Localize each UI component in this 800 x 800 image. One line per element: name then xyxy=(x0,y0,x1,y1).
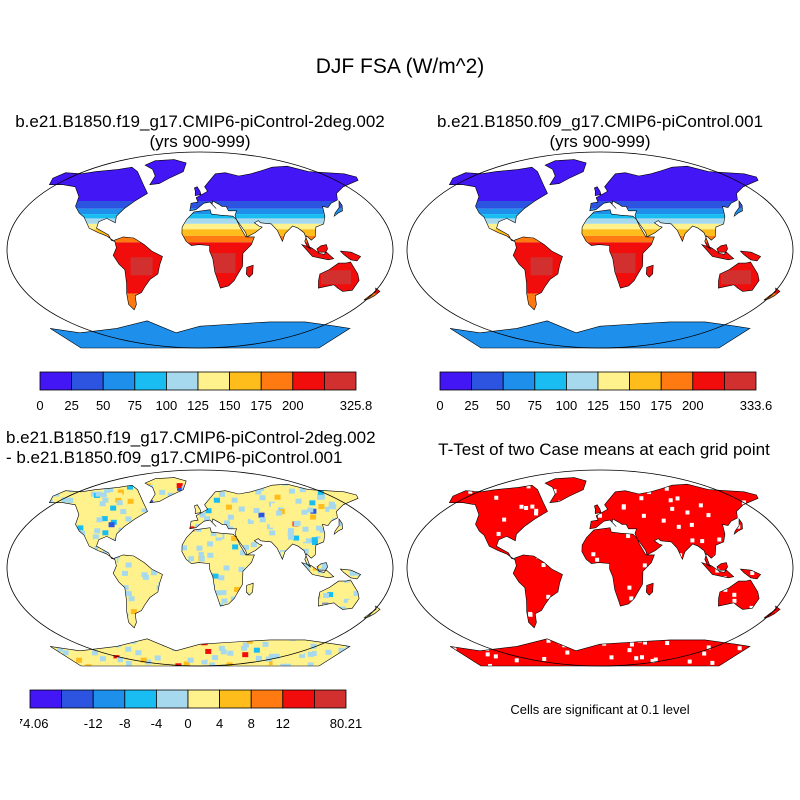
map-case1 xyxy=(6,151,394,349)
colorbar-tick-label: 125 xyxy=(187,398,209,413)
colorbar-tick-label: -8 xyxy=(119,716,131,731)
panel-title-difference-line2: - b.e21.B1850.f09_g17.CMIP6-piControl.00… xyxy=(6,448,343,467)
colorbar-swatch xyxy=(39,371,73,391)
colorbar-tick-label: 325.8 xyxy=(340,398,373,413)
panel-title-case1-line1: b.e21.B1850.f19_g17.CMIP6-piControl-2deg… xyxy=(15,112,385,131)
colorbar-tick-label: 25 xyxy=(464,398,478,413)
panel-title-case1: b.e21.B1850.f19_g17.CMIP6-piControl-2deg… xyxy=(0,112,400,152)
colorbar-tick-label: 100 xyxy=(156,398,178,413)
colorbar-tick-label: 200 xyxy=(682,398,704,413)
colorbar-swatch xyxy=(565,371,599,391)
panel-title-difference-line1: b.e21.B1850.f19_g17.CMIP6-piControl-2deg… xyxy=(6,428,376,447)
colorbar-tick-label: 125 xyxy=(587,398,609,413)
colorbar-tick-label: 80.21 xyxy=(330,716,363,731)
colorbar-tick-label: 0 xyxy=(184,716,191,731)
significance-note: Cells are significant at 0.1 level xyxy=(510,702,690,717)
colorbar-swatch xyxy=(197,371,231,391)
panel-title-case2-line1: b.e21.B1850.f09_g17.CMIP6-piControl.001 xyxy=(436,112,764,131)
colorbar-swatch xyxy=(61,689,94,709)
colorbar-swatch xyxy=(260,371,294,391)
colorbar-swatch xyxy=(629,371,662,391)
colorbar-swatch xyxy=(165,371,199,391)
colorbar-swatch xyxy=(187,689,221,709)
colorbar-swatch xyxy=(534,371,567,391)
colorbar-swatch xyxy=(134,371,167,391)
colorbar-tick-label: 75 xyxy=(528,398,542,413)
colorbar-tick-label: -4 xyxy=(151,716,163,731)
page-title: DJF FSA (W/m^2) xyxy=(315,55,485,78)
colorbar-swatch xyxy=(439,371,473,391)
colorbar-swatch xyxy=(71,371,104,391)
colorbar-tick-label: 333.6 xyxy=(740,398,773,413)
colorbar-case1: 0 25 50 75 100 125 150 175 200 325.8 xyxy=(36,371,373,413)
colorbar-case2: 0 25 50 75 100 125 150 175 200 333.6 xyxy=(436,371,773,413)
panel-title-ttest-line1: T-Test of two Case means at each grid po… xyxy=(438,440,770,459)
panel-title-difference: b.e21.B1850.f19_g17.CMIP6-piControl-2deg… xyxy=(6,428,400,468)
colorbar-tick-label: 150 xyxy=(219,398,241,413)
colorbar-tick-label: 0 xyxy=(36,398,43,413)
colorbar-swatch xyxy=(250,689,284,709)
colorbar-swatch xyxy=(124,689,157,709)
colorbar-swatch xyxy=(155,689,189,709)
colorbar-tick-label: 4 xyxy=(216,716,223,731)
panel-title-case1-line2: (yrs 900-999) xyxy=(149,132,251,151)
colorbar-tick-label: 0 xyxy=(436,398,443,413)
panel-title-case2-line2: (yrs 900-999) xyxy=(549,132,651,151)
colorbar-tick-label: 8 xyxy=(248,716,255,731)
colorbar-tick-label: 150 xyxy=(619,398,641,413)
panel-title-ttest: T-Test of two Case means at each grid po… xyxy=(408,440,800,460)
colorbar-tick-label: 25 xyxy=(64,398,78,413)
map-case2 xyxy=(406,151,794,349)
colorbar-tick-label: -12 xyxy=(84,716,103,731)
colorbar-swatch xyxy=(102,371,136,391)
panel-title-case2: b.e21.B1850.f09_g17.CMIP6-piControl.001 … xyxy=(400,112,800,152)
map-field xyxy=(49,477,381,666)
colorbar-swatch xyxy=(282,689,315,709)
map-ttest xyxy=(406,469,794,667)
colorbar-tick-label: -74.06 xyxy=(20,716,48,731)
colorbar-swatch xyxy=(502,371,536,391)
colorbar-swatch xyxy=(229,371,262,391)
colorbar-swatch xyxy=(692,371,725,391)
colorbar-difference: -74.06 -12 -8 -4 0 4 8 12 80.21 xyxy=(20,689,363,731)
colorbar-swatch xyxy=(313,689,347,709)
colorbar-swatch xyxy=(471,371,504,391)
colorbar-swatch xyxy=(29,689,63,709)
colorbar-tick-label: 100 xyxy=(556,398,578,413)
colorbar-tick-label: 50 xyxy=(496,398,510,413)
colorbar-tick-label: 200 xyxy=(282,398,304,413)
map-field xyxy=(449,159,781,348)
colorbar-swatch xyxy=(723,371,757,391)
colorbar-tick-label: 12 xyxy=(276,716,290,731)
colorbar-swatch xyxy=(292,371,325,391)
colorbar-swatch xyxy=(219,689,252,709)
colorbar-tick-label: 50 xyxy=(96,398,110,413)
colorbar-tick-label: 175 xyxy=(250,398,272,413)
map-difference xyxy=(6,469,394,667)
map-field xyxy=(449,477,781,666)
colorbar-swatch xyxy=(323,371,357,391)
colorbar-swatch xyxy=(92,689,126,709)
colorbar-tick-label: 75 xyxy=(128,398,142,413)
map-field xyxy=(49,159,381,348)
colorbar-swatch xyxy=(597,371,631,391)
colorbar-tick-label: 175 xyxy=(650,398,672,413)
colorbar-swatch xyxy=(660,371,694,391)
